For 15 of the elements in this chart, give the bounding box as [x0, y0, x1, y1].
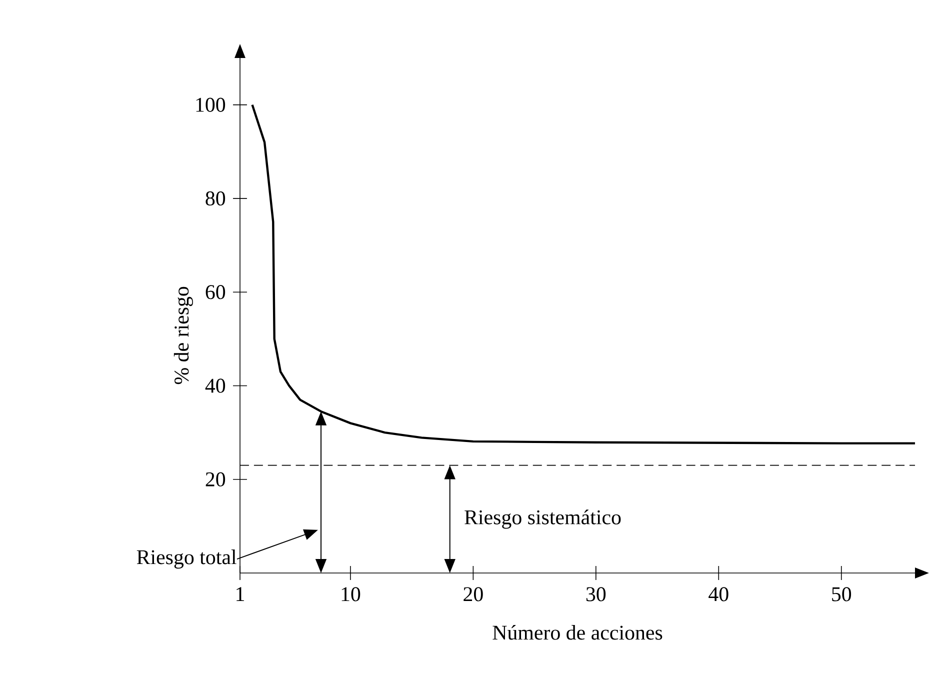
y-tick-label: 100: [196, 98, 226, 112]
y-tick-label: 20: [206, 472, 226, 486]
y-tick-label: 60: [206, 285, 226, 300]
annotation: Riesgo sistemático: [464, 510, 621, 529]
x-tick-label: 50: [832, 587, 852, 602]
text: Riesgo total: [136, 550, 236, 569]
x-tick-label: 1: [236, 587, 244, 601]
x-tick-label: 30: [586, 587, 606, 602]
y-tick-label: 80: [206, 191, 226, 206]
x-tick-label: 10: [342, 587, 360, 602]
x-tick-label: 40: [708, 587, 728, 602]
x-tick-label: 20: [464, 587, 483, 602]
y-axis-title: % de riesgo: [174, 286, 193, 384]
y-tick-label: 40: [205, 378, 226, 393]
x-axis-title: Número de acciones: [492, 625, 662, 640]
